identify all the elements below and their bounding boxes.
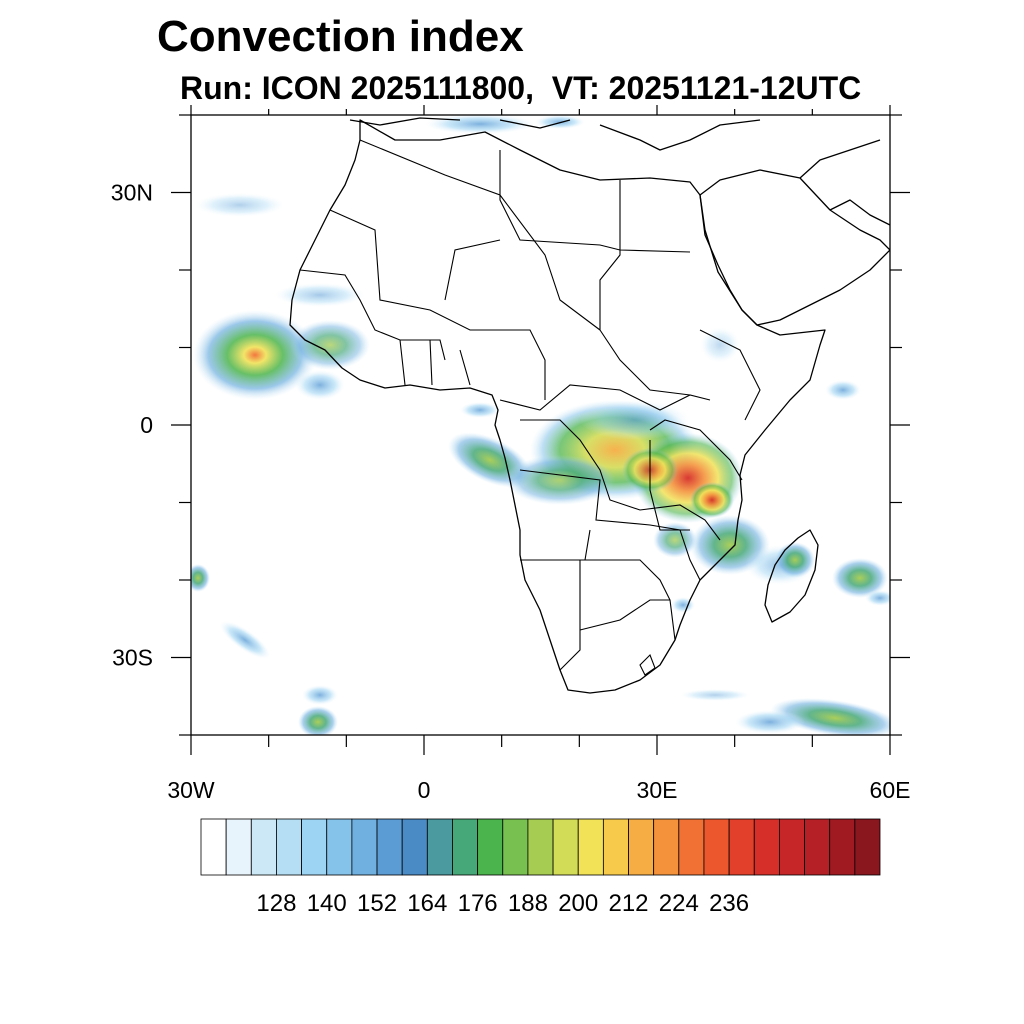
colorbar-swatch (703, 818, 730, 876)
madagascar-coastline (764, 529, 819, 623)
convection-patch (680, 689, 750, 701)
border-line (520, 419, 721, 541)
colorbar-label: 164 (407, 890, 447, 917)
border-line (649, 440, 690, 531)
axis-ticks: 30N 0 30S 30W 0 30E 60E (111, 105, 911, 803)
colorbar-swatch (527, 818, 554, 876)
colorbar-swatch (829, 818, 856, 876)
border-line (499, 384, 711, 411)
lat-tick-label: 30N (111, 180, 153, 206)
colorbar-swatch (804, 818, 831, 876)
border-line (579, 599, 670, 631)
map-title: Convection index (157, 12, 524, 61)
convection-patch (735, 710, 805, 734)
border-line (329, 209, 546, 400)
colorbar-label: 128 (256, 890, 296, 917)
colorbar-label: 236 (709, 890, 749, 917)
border-line (599, 180, 691, 396)
colorbar-swatch (301, 818, 328, 876)
country-borders (299, 139, 761, 676)
africa-coastline (289, 119, 826, 694)
border-line (585, 559, 676, 641)
south-atlantic-band (298, 706, 338, 735)
colorbar-swatch (326, 818, 353, 876)
colorbar-swatch (250, 818, 277, 876)
convection-patch (195, 193, 285, 217)
convection-patch (865, 590, 890, 606)
colorbar-swatch (728, 818, 755, 876)
convection-patch (700, 327, 740, 363)
convection-patch (295, 370, 345, 400)
convection-patch (580, 400, 690, 440)
border-line (399, 339, 471, 386)
colorbar-label: 140 (307, 890, 347, 917)
southern-ocean-band (770, 698, 890, 735)
colorbar-swatch (502, 818, 529, 876)
lesotho-border (639, 654, 656, 676)
colorbar: 128 140 152 164 176 188 200 212 224 236 (200, 818, 881, 917)
colorbar-swatch (552, 818, 579, 876)
colorbar-label: 188 (508, 890, 548, 917)
convection-patch (275, 283, 365, 307)
colorbar-swatch (276, 818, 302, 876)
colorbar-label: 200 (558, 890, 598, 917)
convection-patch (825, 380, 861, 400)
colorbar-label: 224 (659, 890, 699, 917)
convection-patch (832, 558, 888, 598)
colorbar-label: 212 (608, 890, 648, 917)
colorbar-swatch (200, 818, 227, 876)
convection-patch (671, 597, 695, 613)
border-line (499, 150, 691, 253)
lon-tick-label: 30E (637, 777, 678, 803)
colorbar-swatch (653, 818, 680, 876)
border-line (519, 469, 701, 581)
colorbar-swatch (753, 818, 780, 876)
border-line (649, 419, 743, 481)
madagascar-convection (775, 542, 815, 578)
lat-tick-label: 0 (140, 412, 153, 438)
convection-patch (219, 620, 271, 660)
gulf-coastline (799, 139, 890, 226)
convection-patch (505, 455, 615, 505)
border-line (444, 239, 501, 301)
colorbar-swatch (678, 818, 705, 876)
colorbar-swatch (602, 818, 629, 876)
colorbar-swatch (452, 818, 479, 876)
plot-frame (190, 114, 891, 736)
lat-tick-label: 30S (112, 645, 153, 671)
arabia-coastline (699, 169, 890, 326)
colorbar-swatch (477, 818, 504, 876)
colorbar-label: 152 (357, 890, 397, 917)
convection-patch (690, 482, 734, 518)
border-line (520, 529, 591, 671)
west-atlantic-cyclone (193, 310, 317, 400)
border-line (299, 269, 446, 361)
lon-tick-label: 30W (167, 777, 215, 803)
colorbar-swatch (225, 818, 252, 876)
convection-patch (191, 564, 210, 592)
colorbar-swatch (577, 818, 604, 876)
convection-field (191, 115, 890, 735)
convection-patch (302, 685, 338, 705)
border-line (359, 139, 601, 331)
convection-patch (460, 402, 500, 418)
colorbar-swatch (401, 818, 428, 876)
map-subtitle: Run: ICON 2025111800, VT: 20251121-12UTC (180, 70, 862, 106)
convection-patch (290, 320, 370, 370)
colorbar-swatch (854, 818, 881, 876)
colorbar-label: 176 (458, 890, 498, 917)
colorbar-swatch (779, 818, 805, 876)
colorbar-swatch (351, 818, 378, 876)
colorbar-swatch (426, 818, 453, 876)
border-line (699, 329, 761, 421)
colorbar-swatch (628, 818, 655, 876)
lon-tick-label: 60E (870, 777, 911, 803)
lon-tick-label: 0 (418, 777, 431, 803)
europe-coastline (349, 117, 761, 151)
coastlines (289, 117, 890, 694)
colorbar-swatch (376, 818, 403, 876)
